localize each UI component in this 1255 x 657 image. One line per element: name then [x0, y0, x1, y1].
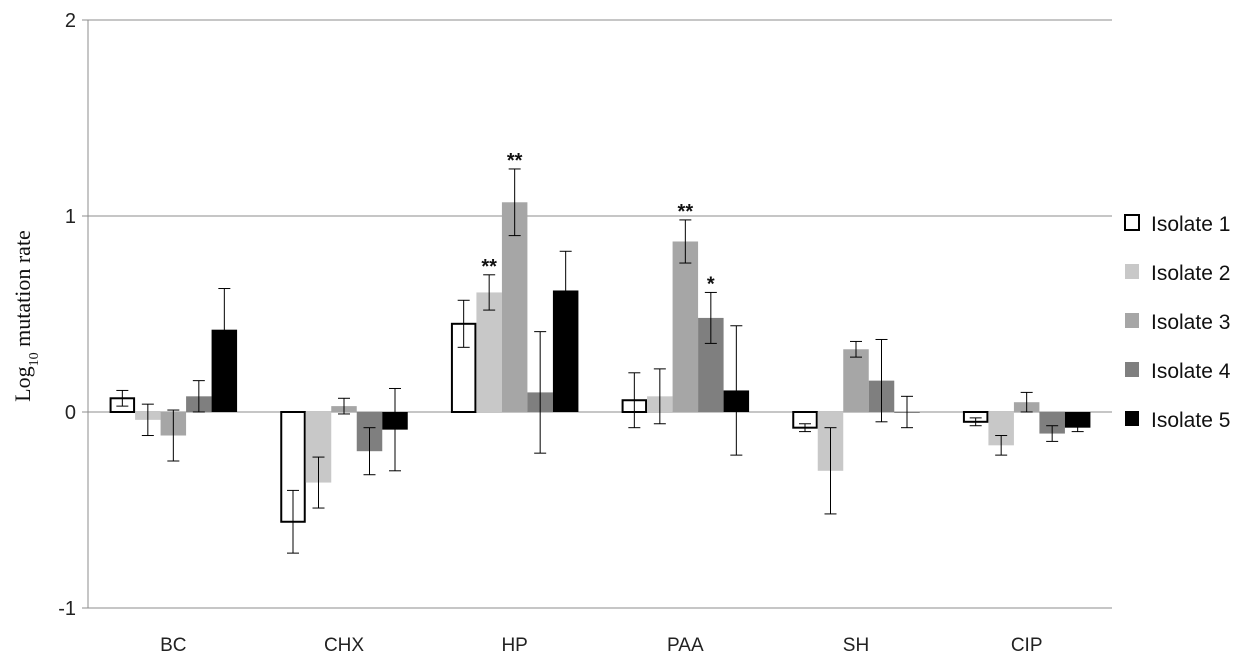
significance-star: ** — [507, 150, 523, 172]
y-axis-label-main: Log — [10, 366, 35, 401]
y-tick-label: 1 — [65, 206, 76, 228]
y-axis-label: Log10 mutation rate — [10, 230, 42, 402]
legend-swatch — [1125, 264, 1139, 279]
legend-label: Isolate 2 — [1151, 262, 1230, 285]
x-category-label: PAA — [667, 635, 704, 656]
legend-label: Isolate 3 — [1151, 311, 1230, 334]
x-category-label: CIP — [1011, 635, 1043, 656]
y-axis-label-rest: mutation rate — [10, 230, 35, 352]
x-category-labels: BC CHX HP PAA SH CIP — [160, 635, 1042, 656]
bar — [1064, 412, 1091, 428]
legend-swatch — [1125, 362, 1139, 377]
x-category-label: CHX — [324, 635, 364, 656]
legend-label: Isolate 1 — [1151, 213, 1230, 236]
bars-group — [109, 202, 1091, 523]
axes — [82, 19, 1112, 609]
bar — [501, 202, 528, 412]
significance-star: ** — [678, 201, 694, 223]
x-category-label: SH — [843, 635, 869, 656]
legend-swatch — [1125, 313, 1139, 328]
significance-star: ** — [481, 256, 497, 278]
x-category-label: BC — [160, 635, 186, 656]
legend-label: Isolate 4 — [1151, 360, 1231, 383]
bar — [843, 349, 869, 412]
y-tick-label: 2 — [65, 10, 76, 32]
legend-swatch — [1125, 411, 1139, 426]
significance-star: * — [707, 273, 715, 295]
x-category-label: HP — [501, 635, 527, 656]
y-axis-label-subscript: 10 — [27, 352, 42, 366]
legend-swatch — [1124, 214, 1140, 231]
y-tick-labels: -1 0 1 2 — [58, 10, 76, 620]
bar — [476, 292, 502, 412]
significance-markers: ******* — [481, 150, 715, 295]
legend-label: Isolate 5 — [1151, 409, 1230, 432]
gridlines — [88, 19, 1112, 609]
y-tick-label: 0 — [65, 402, 76, 424]
error-bars-group — [116, 168, 1084, 554]
bar — [1039, 412, 1065, 434]
y-tick-label: -1 — [58, 598, 76, 620]
bar — [672, 241, 699, 412]
legend: Isolate 1 Isolate 2 Isolate 3 Isolate 4 Isol… — [1124, 213, 1231, 432]
